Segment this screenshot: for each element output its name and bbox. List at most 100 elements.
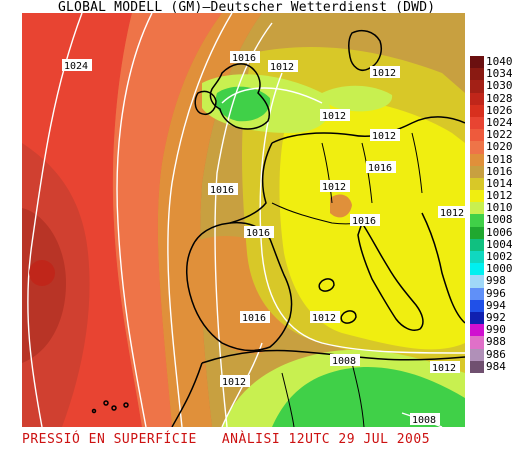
legend-label: 1040: [486, 55, 513, 68]
legend-label: 992: [486, 310, 506, 324]
svg-text:1016: 1016: [232, 53, 256, 64]
legend-label: 996: [486, 286, 506, 300]
legend-swatch: [470, 116, 484, 130]
isobar-label: 1016: [366, 161, 396, 174]
isobar-label: 1008: [410, 413, 440, 426]
legend-swatch: [470, 226, 484, 239]
svg-text:1012: 1012: [440, 208, 464, 219]
isobar-label: 1012: [370, 66, 400, 79]
legend-swatch: [470, 177, 484, 191]
legend-swatch: [470, 165, 484, 178]
legend-swatch: [470, 275, 484, 288]
isobar-labels: 1024 1016 1012 1012 1012 1012 1016 1012 1016 1016…: [62, 51, 465, 426]
svg-text:1016: 1016: [242, 313, 266, 324]
legend-label: 1014: [486, 176, 513, 190]
legend-label: 986: [486, 347, 506, 361]
map-title: GLOBAL MODELL (GM)—Deutscher Wetterdiens…: [58, 0, 436, 15]
isobar-label: 1016: [244, 226, 274, 239]
region-1008-south: [272, 367, 465, 427]
legend-swatch: [470, 287, 484, 300]
legend-label: 1016: [486, 164, 513, 178]
isobar-label: 1012: [438, 206, 465, 219]
legend-swatch: [470, 153, 484, 166]
svg-text:1012: 1012: [372, 131, 396, 142]
region-1010-sw: [322, 85, 393, 112]
isobar-label: 1024: [62, 59, 92, 72]
isobar-label: 1016: [208, 183, 238, 196]
svg-text:1012: 1012: [270, 62, 294, 73]
legend-label: 1008: [486, 213, 513, 227]
legend-label: 998: [486, 274, 506, 288]
legend-swatch: [470, 263, 484, 276]
isobar-label: 1012: [220, 375, 250, 388]
region-alps: [330, 194, 352, 218]
isobar-label: 1012: [370, 129, 400, 142]
region-1018: [157, 13, 262, 427]
legend-swatch: [470, 56, 484, 69]
legend-label: 988: [486, 335, 506, 349]
legend-swatch: [470, 80, 484, 93]
isobar-label: 1008: [330, 354, 360, 367]
svg-text:1012: 1012: [322, 182, 346, 193]
svg-text:1012: 1012: [222, 377, 246, 388]
legend-label: 1024: [486, 115, 513, 129]
legend-label: 1030: [486, 79, 513, 93]
legend-label: 1020: [486, 140, 513, 154]
legend-label: 1026: [486, 103, 513, 117]
map-caption: PRESSIÓ EN SUPERFÍCIE ANÀLISI 12UTC 29 J…: [22, 432, 430, 447]
legend-label: 984: [486, 359, 506, 373]
legend-label: 1022: [486, 128, 513, 142]
isobar-label: 1012: [320, 109, 350, 122]
isobar-label: 1012: [268, 60, 298, 73]
legend-swatch: [470, 190, 484, 203]
legend-swatch: [470, 360, 484, 373]
legend-swatch: [470, 238, 484, 251]
svg-text:1008: 1008: [332, 356, 356, 367]
pressure-map: 1024 1016 1012 1012 1012 1012 1016 1012 1016 1016…: [22, 13, 465, 427]
legend-swatch: [470, 104, 484, 117]
caption-left: PRESSIÓ EN SUPERFÍCIE: [22, 432, 197, 447]
svg-text:1012: 1012: [372, 68, 396, 79]
legend-swatch: [470, 348, 484, 361]
legend-label: 1018: [486, 152, 513, 166]
isobar-label: 1016: [350, 214, 380, 227]
legend-swatch: [470, 141, 484, 154]
caption-gap: [197, 432, 222, 447]
legend-swatch: [470, 68, 484, 81]
svg-text:1016: 1016: [246, 228, 270, 239]
svg-text:1012: 1012: [322, 111, 346, 122]
svg-text:1024: 1024: [64, 61, 88, 72]
isobars: [27, 13, 465, 427]
legend-label: 1028: [486, 91, 513, 105]
legend-label: 994: [486, 298, 506, 312]
caption-right: ANÀLISI 12UTC 29 JUL 2005: [221, 432, 431, 447]
legend-swatch: [470, 92, 484, 105]
legend-label: 1012: [486, 189, 513, 203]
svg-text:1012: 1012: [432, 363, 456, 374]
legend-label: 990: [486, 323, 506, 337]
svg-text:1012: 1012: [312, 313, 336, 324]
legend-label: 1034: [486, 67, 513, 81]
legend-swatch: [470, 202, 484, 215]
high-center: [29, 260, 55, 286]
region-1020: [112, 13, 222, 427]
svg-text:1008: 1008: [412, 415, 436, 426]
legend-label: 1002: [486, 250, 513, 263]
legend-swatch: [470, 311, 484, 325]
legend-label: 1010: [486, 201, 513, 215]
isobar-label: 1012: [320, 180, 350, 193]
legend-swatch: [470, 324, 484, 337]
isobar-label: 1016: [230, 51, 260, 64]
legend-label: 1000: [486, 262, 513, 276]
legend-swatch: [470, 336, 484, 349]
isobar-label: 1012: [430, 361, 460, 374]
svg-text:1016: 1016: [210, 185, 234, 196]
legend-swatch: [470, 299, 484, 312]
legend-label: 1006: [486, 225, 513, 239]
legend-swatch: [470, 251, 484, 264]
legend-swatch: [470, 129, 484, 142]
legend-swatch: [470, 214, 484, 227]
region-1008-north: [215, 86, 271, 122]
isobar-label: 1012: [310, 311, 340, 324]
svg-text:1016: 1016: [352, 216, 376, 227]
